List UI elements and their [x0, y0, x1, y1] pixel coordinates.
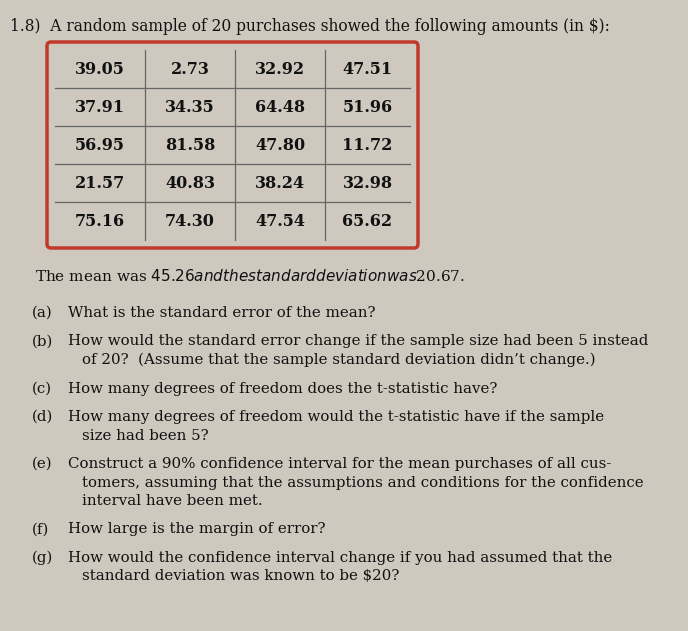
Text: 74.30: 74.30 — [165, 213, 215, 230]
Text: How would the standard error change if the sample size had been 5 instead: How would the standard error change if t… — [68, 334, 648, 348]
Text: 39.05: 39.05 — [75, 61, 125, 78]
Text: (c): (c) — [32, 382, 52, 396]
Text: 75.16: 75.16 — [75, 213, 125, 230]
Text: 47.54: 47.54 — [255, 213, 305, 230]
Text: 38.24: 38.24 — [255, 175, 305, 191]
Text: (a): (a) — [32, 306, 52, 320]
Text: size had been 5?: size had been 5? — [82, 428, 208, 442]
Text: 32.92: 32.92 — [255, 61, 305, 78]
Text: tomers, assuming that the assumptions and conditions for the confidence: tomers, assuming that the assumptions an… — [82, 476, 644, 490]
Text: (e): (e) — [32, 457, 52, 471]
Text: 51.96: 51.96 — [343, 98, 393, 115]
Text: 37.91: 37.91 — [75, 98, 125, 115]
Text: 40.83: 40.83 — [165, 175, 215, 191]
Text: The mean was $45.26 and the standard deviation was $20.67.: The mean was $45.26 and the standard dev… — [35, 268, 465, 284]
Text: 2.73: 2.73 — [171, 61, 209, 78]
Text: 81.58: 81.58 — [165, 136, 215, 153]
Text: 47.80: 47.80 — [255, 136, 305, 153]
Text: How large is the margin of error?: How large is the margin of error? — [68, 522, 325, 536]
Text: (d): (d) — [32, 410, 53, 424]
Text: 64.48: 64.48 — [255, 98, 305, 115]
Text: 11.72: 11.72 — [343, 136, 393, 153]
Text: How would the confidence interval change if you had assumed that the: How would the confidence interval change… — [68, 551, 612, 565]
Text: How many degrees of freedom would the t-statistic have if the sample: How many degrees of freedom would the t-… — [68, 410, 604, 424]
Text: Construct a 90% confidence interval for the mean purchases of all cus-: Construct a 90% confidence interval for … — [68, 457, 612, 471]
Text: of 20?  (Assume that the sample standard deviation didn’t change.): of 20? (Assume that the sample standard … — [82, 353, 596, 367]
Text: 47.51: 47.51 — [343, 61, 393, 78]
Text: 34.35: 34.35 — [165, 98, 215, 115]
Text: 21.57: 21.57 — [75, 175, 125, 191]
Text: standard deviation was known to be $20?: standard deviation was known to be $20? — [82, 570, 399, 584]
Text: 56.95: 56.95 — [75, 136, 125, 153]
Text: 1.8)  A random sample of 20 purchases showed the following amounts (in $):: 1.8) A random sample of 20 purchases sho… — [10, 18, 610, 35]
Text: (f): (f) — [32, 522, 50, 536]
Text: (g): (g) — [32, 551, 53, 565]
Text: interval have been met.: interval have been met. — [82, 494, 263, 508]
Text: 32.98: 32.98 — [343, 175, 393, 191]
Text: (b): (b) — [32, 334, 53, 348]
Text: What is the standard error of the mean?: What is the standard error of the mean? — [68, 306, 376, 320]
Text: How many degrees of freedom does the t-statistic have?: How many degrees of freedom does the t-s… — [68, 382, 497, 396]
Text: 65.62: 65.62 — [343, 213, 393, 230]
